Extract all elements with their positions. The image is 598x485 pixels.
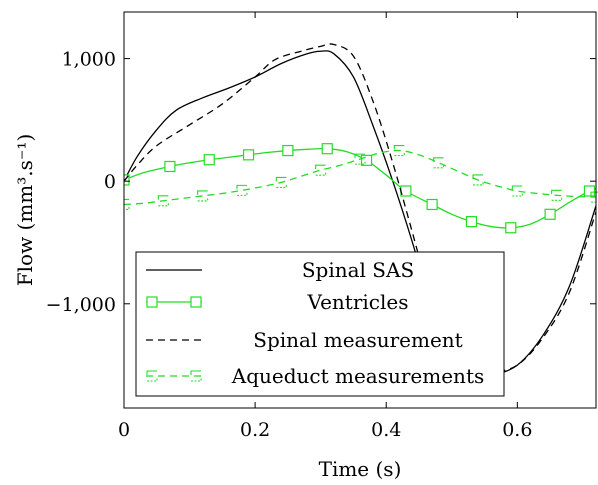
plot-frame <box>123 11 597 409</box>
data-point-aqueduct-measurements <box>315 164 327 176</box>
x-tick-label: 0.2 <box>240 419 270 441</box>
data-point-aqueduct-measurements <box>197 190 209 202</box>
series-line-ventricles <box>124 147 597 229</box>
data-point-ventricles <box>321 143 333 155</box>
data-point-ventricles <box>360 154 373 166</box>
legend-box <box>135 251 505 397</box>
data-point-aqueduct-measurements <box>157 195 169 207</box>
legend-label: Aqueduct measurements <box>231 364 485 388</box>
tick-layer: 0 0.2 0.4 0.6 −1,000 0 1,000 <box>46 12 596 441</box>
data-point-ventricles <box>203 154 215 166</box>
data-point-ventricles <box>124 174 130 186</box>
data-point-ventricles <box>426 198 438 211</box>
series-line-spinal-measurement <box>124 43 597 374</box>
x-axis-label: Time (s) <box>319 457 402 481</box>
data-point-aqueduct-measurements <box>354 153 366 165</box>
y-tick-label: 0 <box>104 171 116 193</box>
data-point-ventricles <box>583 185 596 197</box>
legend: Spinal SAS Ventricles Spinal measurement Aq… <box>135 251 505 397</box>
data-point-aqueduct-measurements <box>124 198 130 211</box>
legend-marker <box>146 370 158 382</box>
data-point-aqueduct-measurements <box>236 184 248 196</box>
data-point-ventricles <box>505 222 517 234</box>
legend-marker <box>190 296 202 308</box>
data-point-ventricles <box>242 149 255 161</box>
x-tick-label: 0.4 <box>371 419 401 441</box>
data-point-ventricles <box>164 160 176 173</box>
data-point-ventricles <box>282 144 294 157</box>
data-point-aqueduct-measurements <box>472 174 484 186</box>
data-point-aqueduct-measurements <box>551 189 563 201</box>
series-line-aqueduct-measurements <box>124 149 597 206</box>
data-point-ventricles <box>465 216 478 228</box>
data-point-aqueduct-measurements <box>433 157 445 169</box>
legend-label: Ventricles <box>306 290 408 314</box>
legend-label: Spinal SAS <box>302 258 414 282</box>
legend-entries: Spinal SAS Ventricles Spinal measurement Aq… <box>146 258 484 388</box>
x-tick-label: 0 <box>118 419 130 441</box>
y-axis-label: Flow (mm³.s⁻¹) <box>13 134 37 287</box>
y-tick-label: 1,000 <box>62 49 116 71</box>
data-point-aqueduct-measurements <box>511 185 523 197</box>
legend-marker <box>190 370 202 382</box>
data-point-aqueduct-measurements <box>275 176 287 188</box>
legend-marker <box>146 296 158 308</box>
y-tick-label: −1,000 <box>46 294 116 316</box>
legend-label: Spinal measurement <box>253 328 462 352</box>
x-tick-label: 0.6 <box>502 419 532 441</box>
data-point-ventricles <box>544 208 556 220</box>
data-point-aqueduct-measurements <box>393 144 405 157</box>
